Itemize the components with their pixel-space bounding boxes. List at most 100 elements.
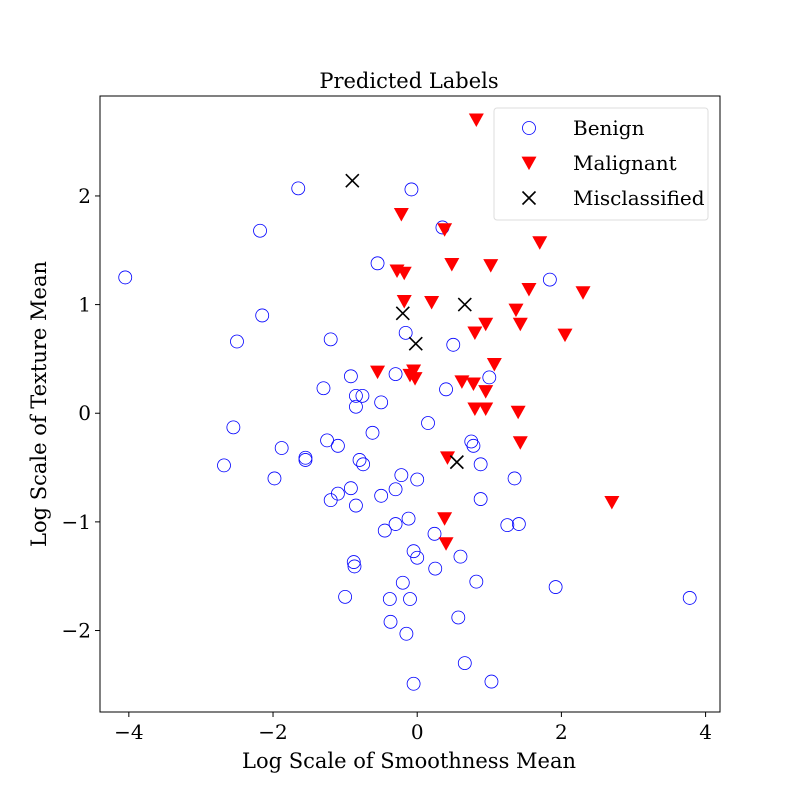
legend: Benign Malignant Misclassified (493, 107, 709, 221)
data-point (388, 517, 403, 531)
data-point (451, 610, 466, 625)
data-point (382, 592, 397, 606)
data-point (421, 416, 435, 430)
y-axis-label: Log Scale of Texture Mean (27, 261, 51, 547)
data-point (465, 377, 481, 392)
data-point (346, 555, 361, 569)
data-point (446, 337, 461, 352)
data-point (437, 223, 453, 237)
data-point (410, 472, 425, 487)
data-point (439, 382, 453, 397)
data-point (410, 550, 425, 565)
data-point (406, 676, 421, 691)
chart-title: Predicted Labels (319, 69, 498, 93)
data-point (453, 549, 468, 564)
data-point (298, 453, 313, 467)
data-point (437, 512, 453, 526)
data-point (349, 388, 363, 403)
data-point (478, 385, 494, 399)
data-point (510, 405, 526, 420)
data-point (226, 420, 241, 435)
data-point (274, 441, 289, 455)
data-point (291, 181, 306, 196)
series-misclassified (345, 173, 472, 470)
data-point (468, 113, 484, 128)
y-tick-label: 1 (78, 293, 91, 317)
data-point (347, 559, 362, 574)
data-point (396, 266, 412, 281)
data-point (403, 592, 417, 606)
x-tick-label: 0 (411, 720, 424, 744)
legend-label: Malignant (573, 151, 677, 175)
series-benign (118, 181, 697, 691)
data-point (532, 236, 548, 250)
data-point (408, 336, 423, 351)
data-point (473, 492, 488, 506)
data-point (542, 272, 557, 287)
data-point (482, 370, 497, 385)
data-point (323, 332, 338, 347)
legend-label: Misclassified (573, 186, 705, 210)
data-point (575, 286, 591, 300)
legend-item-malignant: Malignant (521, 151, 677, 175)
data-point (483, 259, 499, 273)
y-tick-label: 2 (78, 184, 91, 208)
data-point (486, 357, 502, 372)
data-point (507, 471, 522, 486)
data-point (383, 614, 398, 629)
data-point (512, 317, 528, 332)
data-point (374, 488, 389, 503)
y-tick-label: −1 (62, 510, 91, 534)
data-point (370, 365, 386, 380)
data-point (393, 208, 409, 222)
data-point (604, 495, 620, 510)
data-point (255, 308, 270, 323)
series-malignant (370, 113, 620, 551)
data-point (454, 375, 470, 389)
data-point (349, 399, 363, 414)
data-point (388, 482, 403, 497)
data-point (377, 523, 392, 538)
data-point (402, 368, 418, 383)
data-point (331, 486, 345, 501)
data-point (438, 537, 454, 551)
x-tick-label: −2 (258, 720, 287, 744)
data-point (399, 626, 414, 641)
data-point (444, 258, 460, 272)
y-axis: −2 −1 0 1 2 (62, 184, 100, 643)
data-point (253, 223, 267, 238)
plot-points (118, 113, 697, 691)
legend-item-misclassified: Misclassified (521, 186, 705, 210)
data-point (343, 369, 358, 384)
data-point (355, 388, 370, 403)
data-point (548, 580, 563, 594)
data-point (323, 493, 338, 508)
data-point (406, 544, 421, 559)
data-point (457, 656, 472, 671)
y-tick-label: −2 (62, 619, 91, 643)
data-point (370, 256, 385, 271)
plot-frame (99, 95, 721, 713)
data-point (512, 436, 528, 450)
x-tick-label: 2 (555, 720, 568, 744)
data-point (316, 381, 331, 396)
data-point (396, 294, 412, 309)
x-axis-label: Log Scale of Smoothness Mean (242, 749, 576, 773)
data-point (478, 402, 494, 417)
data-point (508, 303, 524, 318)
legend-box (493, 107, 709, 221)
data-point (449, 455, 464, 470)
data-point (521, 283, 537, 297)
legend-item-benign: Benign (522, 116, 645, 140)
data-point (356, 457, 371, 472)
data-point (118, 270, 133, 285)
data-point (349, 498, 363, 513)
data-point (484, 674, 499, 689)
data-point (511, 517, 526, 531)
data-point (352, 453, 367, 467)
data-point (428, 561, 443, 576)
data-point (230, 334, 244, 349)
x-tick-label: −4 (114, 720, 143, 744)
data-point (217, 458, 231, 473)
